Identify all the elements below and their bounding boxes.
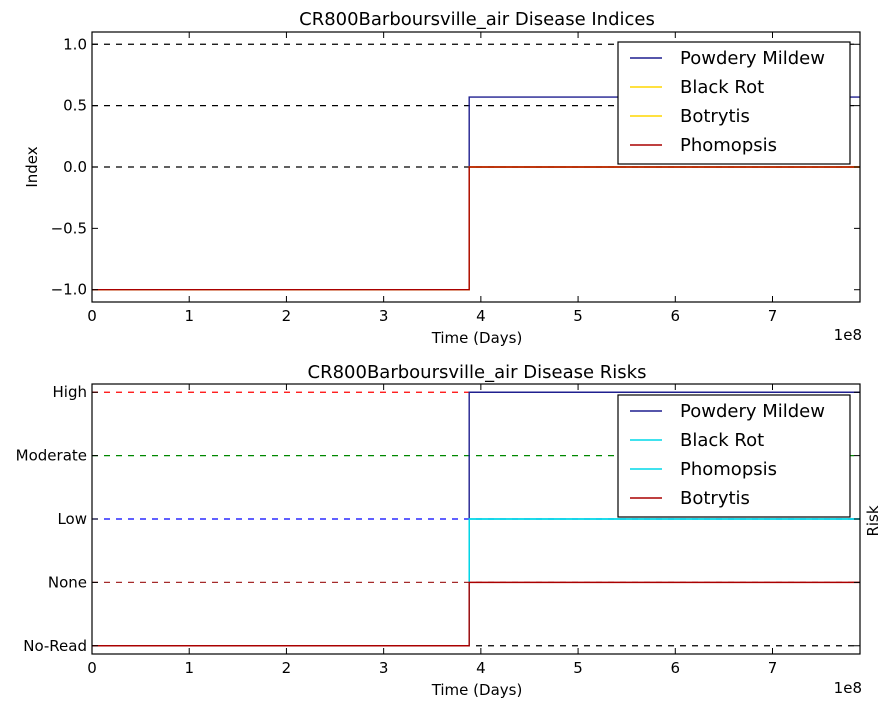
legend-entry: Phomopsis — [680, 135, 777, 156]
x-tick-label: 2 — [282, 659, 292, 677]
risks-chart-ylabel: Risk — [864, 505, 882, 536]
y-tick-label: Moderate — [16, 447, 87, 465]
legend-entry: Botrytis — [680, 106, 750, 127]
legend-entry: Black Rot — [680, 430, 764, 451]
y-tick-label: None — [48, 573, 87, 591]
indices-chart-x-offset-label: 1e8 — [834, 326, 862, 344]
legend-box — [617, 41, 851, 165]
legend: Powdery Mildew Black Rot Botrytis Phomopsis — [617, 41, 851, 165]
y-tick-label: −1.0 — [51, 281, 87, 299]
legend: Powdery Mildew Black Rot Phomopsis Botrytis — [617, 394, 851, 518]
x-tick-label: 1 — [184, 659, 194, 677]
x-tick-label: 2 — [282, 307, 292, 325]
x-tick-label: 0 — [87, 659, 97, 677]
risks-chart: CR800Barboursville_air Disease Risks Tim… — [16, 362, 882, 699]
series-line — [92, 581, 860, 647]
x-tick-label: 6 — [671, 659, 681, 677]
legend-box — [617, 394, 851, 518]
y-tick-label: High — [53, 383, 87, 401]
y-tick-label: 0.5 — [63, 97, 87, 115]
legend-entry: Powdery Mildew — [680, 401, 825, 422]
y-tick-label: 1.0 — [63, 35, 87, 53]
x-tick-label: 6 — [671, 307, 681, 325]
legend-entry: Botrytis — [680, 488, 750, 509]
x-tick-label: 1 — [184, 307, 194, 325]
risks-chart-xlabel: Time (Days) — [431, 681, 523, 699]
x-tick-label: 0 — [87, 307, 97, 325]
risks-chart-x-offset-label: 1e8 — [834, 679, 862, 697]
indices-chart-title: CR800Barboursville_air Disease Indices — [299, 9, 655, 30]
x-tick-label: 5 — [573, 307, 583, 325]
y-tick-label: 0.0 — [63, 158, 87, 176]
indices-chart: CR800Barboursville_air Disease Indices T… — [23, 9, 862, 347]
x-tick-label: 5 — [573, 659, 583, 677]
x-tick-label: 4 — [476, 659, 486, 677]
x-tick-label: 3 — [379, 307, 389, 325]
x-tick-label: 7 — [768, 659, 778, 677]
series-line — [92, 166, 860, 291]
series-line — [92, 166, 860, 291]
legend-entry: Phomopsis — [680, 459, 777, 480]
y-tick-label: −0.5 — [51, 219, 87, 237]
y-tick-label: No-Read — [23, 637, 87, 655]
x-tick-label: 7 — [768, 307, 778, 325]
indices-chart-xlabel: Time (Days) — [431, 329, 523, 347]
legend-entry: Powdery Mildew — [680, 48, 825, 69]
x-tick-label: 4 — [476, 307, 486, 325]
indices-chart-ylabel: Index — [23, 146, 41, 187]
legend-entry: Black Rot — [680, 77, 764, 98]
risks-chart-title: CR800Barboursville_air Disease Risks — [308, 362, 647, 383]
y-tick-label: Low — [57, 510, 87, 528]
series-line — [92, 166, 860, 291]
x-tick-label: 3 — [379, 659, 389, 677]
